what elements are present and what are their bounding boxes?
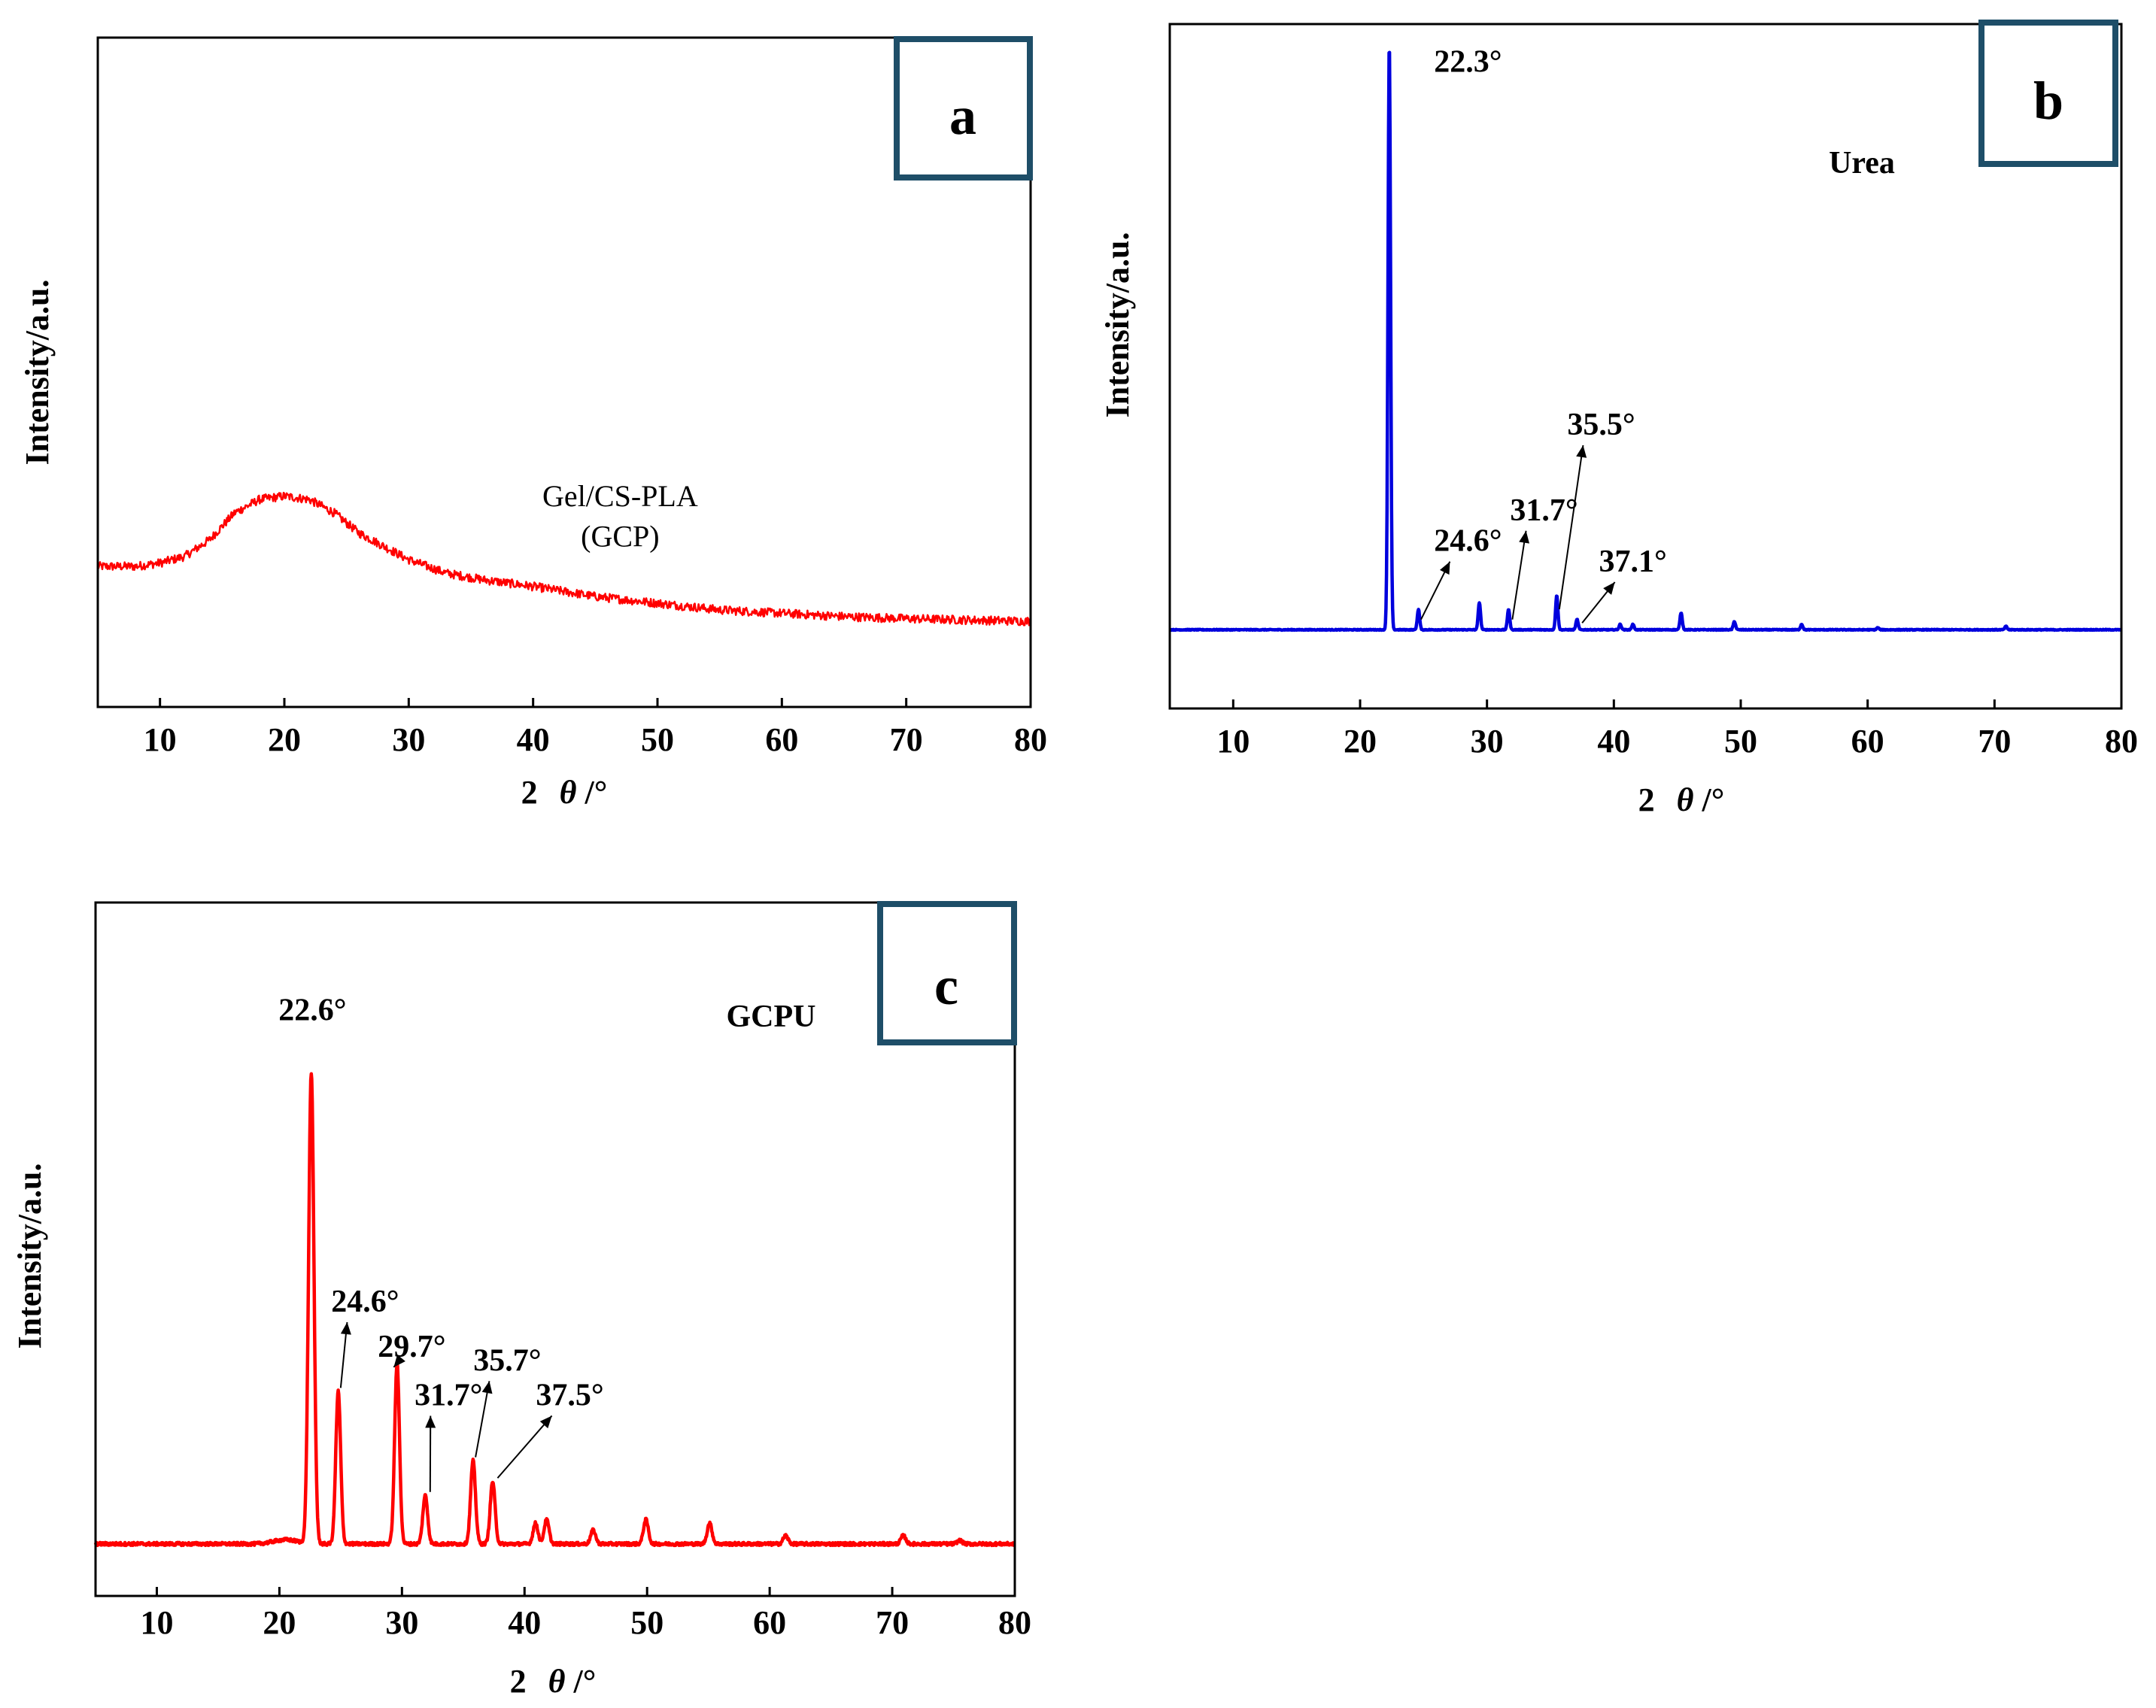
panel-b-marks (1168, 50, 2123, 633)
panel-a-x-label-suffix: /° (585, 774, 608, 811)
panel-c-x-ticks: 10 20 30 40 50 60 70 80 (140, 1587, 1031, 1641)
annotation-label: 35.7° (473, 1343, 541, 1378)
annotation-arrowhead (539, 1415, 552, 1429)
annotation-label: 24.6° (331, 1285, 399, 1319)
panel-b-x-axis-label: 2 θ /° (1638, 781, 1725, 818)
panel-b-x-ticks: 10 20 30 40 50 60 70 80 (1216, 699, 2138, 760)
annotation-arrowhead (1603, 582, 1615, 595)
panel-a-chart: 10 20 30 40 50 60 70 80 Intensity/a.u. 2 θ /° a… (19, 36, 1047, 811)
panel-c-x-label-prefix: 2 (510, 1663, 527, 1700)
x-tick-label: 10 (144, 721, 177, 758)
annotation-arrow (475, 1381, 490, 1458)
annotation-label: 35.5° (1567, 408, 1635, 442)
annotation-arrowhead (481, 1381, 493, 1394)
panel-a-x-label-theta: θ (560, 774, 577, 811)
panel-a-letter-box (894, 36, 1033, 181)
x-tick-label: 80 (1014, 721, 1047, 758)
x-tick-label: 50 (1724, 723, 1757, 760)
annotation-label: 22.3° (1434, 45, 1502, 80)
panel-c-marks (93, 1072, 1016, 1548)
annotation-arrow (1511, 530, 1527, 620)
x-tick-label: 40 (508, 1604, 541, 1641)
annotation-label: 29.7° (378, 1330, 445, 1364)
annotation-arrow (496, 1415, 553, 1479)
panel-c-x-label-suffix: /° (573, 1663, 597, 1700)
x-tick-label: 70 (1978, 723, 2011, 760)
panel-b-x-label-prefix: 2 (1638, 781, 1655, 818)
x-tick-label: 70 (890, 721, 923, 758)
panel-c-chart: 10 20 30 40 50 60 70 80 Intensity/a.u. 2 θ /° c… (11, 901, 1031, 1700)
panel-b-legend: Urea (1829, 146, 1895, 181)
annotation-arrowhead (1576, 445, 1587, 458)
annotation-label: Gel/CS-PLA (542, 479, 698, 513)
annotation-label: 24.6° (1434, 524, 1502, 559)
panel-c-annotations: 22.6° 24.6° 29.7° 31.7°35.7°37.5° (278, 994, 604, 1492)
x-tick-label: 20 (1344, 723, 1377, 760)
annotation-arrow (1558, 444, 1584, 610)
panel-c-letter-box (877, 901, 1017, 1045)
panel-c-x-label-theta: θ (548, 1663, 566, 1700)
panel-a-x-axis-label: 2 θ /° (521, 774, 608, 811)
panel-c-letter: c (934, 956, 958, 1016)
panel-a-x-ticks: 10 20 30 40 50 60 70 80 (144, 698, 1047, 758)
panel-b-letter-box (1978, 20, 2118, 167)
x-tick-label: 20 (268, 721, 301, 758)
annotation-label: 22.6° (278, 994, 346, 1028)
x-tick-label: 60 (1851, 723, 1884, 760)
series-line-a-0 (96, 491, 1031, 626)
x-tick-label: 30 (385, 1604, 418, 1641)
panel-c-legend: GCPU (727, 1000, 816, 1034)
annotation-arrowhead (1440, 561, 1450, 575)
panel-a-y-axis-label: Intensity/a.u. (19, 280, 56, 466)
panel-b-annotations: 22.3° 24.6°31.7° 35.5° 37.1° (1420, 45, 1667, 623)
x-tick-label: 40 (517, 721, 550, 758)
annotation-label: 37.5° (536, 1378, 603, 1412)
panel-b-chart: 10 20 30 40 50 60 70 80 Intensity/a.u. 2 θ /° b… (1099, 20, 2138, 818)
panel-b-y-axis-label: Intensity/a.u. (1099, 232, 1136, 418)
annotation-arrowhead (393, 1355, 405, 1367)
annotation-label: 37.1° (1599, 545, 1666, 579)
x-tick-label: 80 (998, 1604, 1031, 1641)
x-tick-label: 70 (876, 1604, 909, 1641)
annotation-arrowhead (340, 1322, 351, 1335)
panel-c-y-axis-label: Intensity/a.u. (11, 1163, 48, 1349)
series-line-b-0 (1168, 50, 2123, 633)
x-tick-label: 60 (765, 721, 798, 758)
panel-b-letter: b (2033, 71, 2063, 131)
panel-c-frame (94, 901, 1016, 1597)
panel-a-annotations: Gel/CS-PLA (GCP) (542, 479, 698, 553)
x-tick-label: 50 (641, 721, 674, 758)
panel-a-frame (96, 36, 1032, 708)
x-tick-label: 10 (140, 1604, 173, 1641)
series-line-c-0 (93, 1072, 1016, 1548)
x-tick-label: 80 (2105, 723, 2138, 760)
x-tick-label: 50 (630, 1604, 664, 1641)
annotation-arrowhead (1519, 530, 1529, 544)
annotation-label: (GCP) (581, 519, 659, 553)
x-tick-label: 10 (1216, 723, 1250, 760)
panel-a-letter: a (949, 86, 976, 146)
annotation-label: 31.7° (1510, 493, 1578, 528)
annotation-label: 31.7° (414, 1378, 482, 1412)
x-tick-label: 40 (1597, 723, 1630, 760)
annotation-arrowhead (425, 1415, 436, 1428)
x-tick-label: 30 (1471, 723, 1504, 760)
x-tick-label: 20 (263, 1604, 296, 1641)
panel-b-x-label-theta: θ (1677, 781, 1694, 818)
panel-b-x-label-suffix: /° (1702, 781, 1725, 818)
panel-a-x-label-prefix: 2 (521, 774, 538, 811)
panel-b-frame (1168, 23, 2123, 710)
x-tick-label: 30 (392, 721, 425, 758)
x-tick-label: 60 (753, 1604, 786, 1641)
panel-c-x-axis-label: 2 θ /° (510, 1663, 597, 1700)
panel-a-marks (96, 491, 1031, 626)
